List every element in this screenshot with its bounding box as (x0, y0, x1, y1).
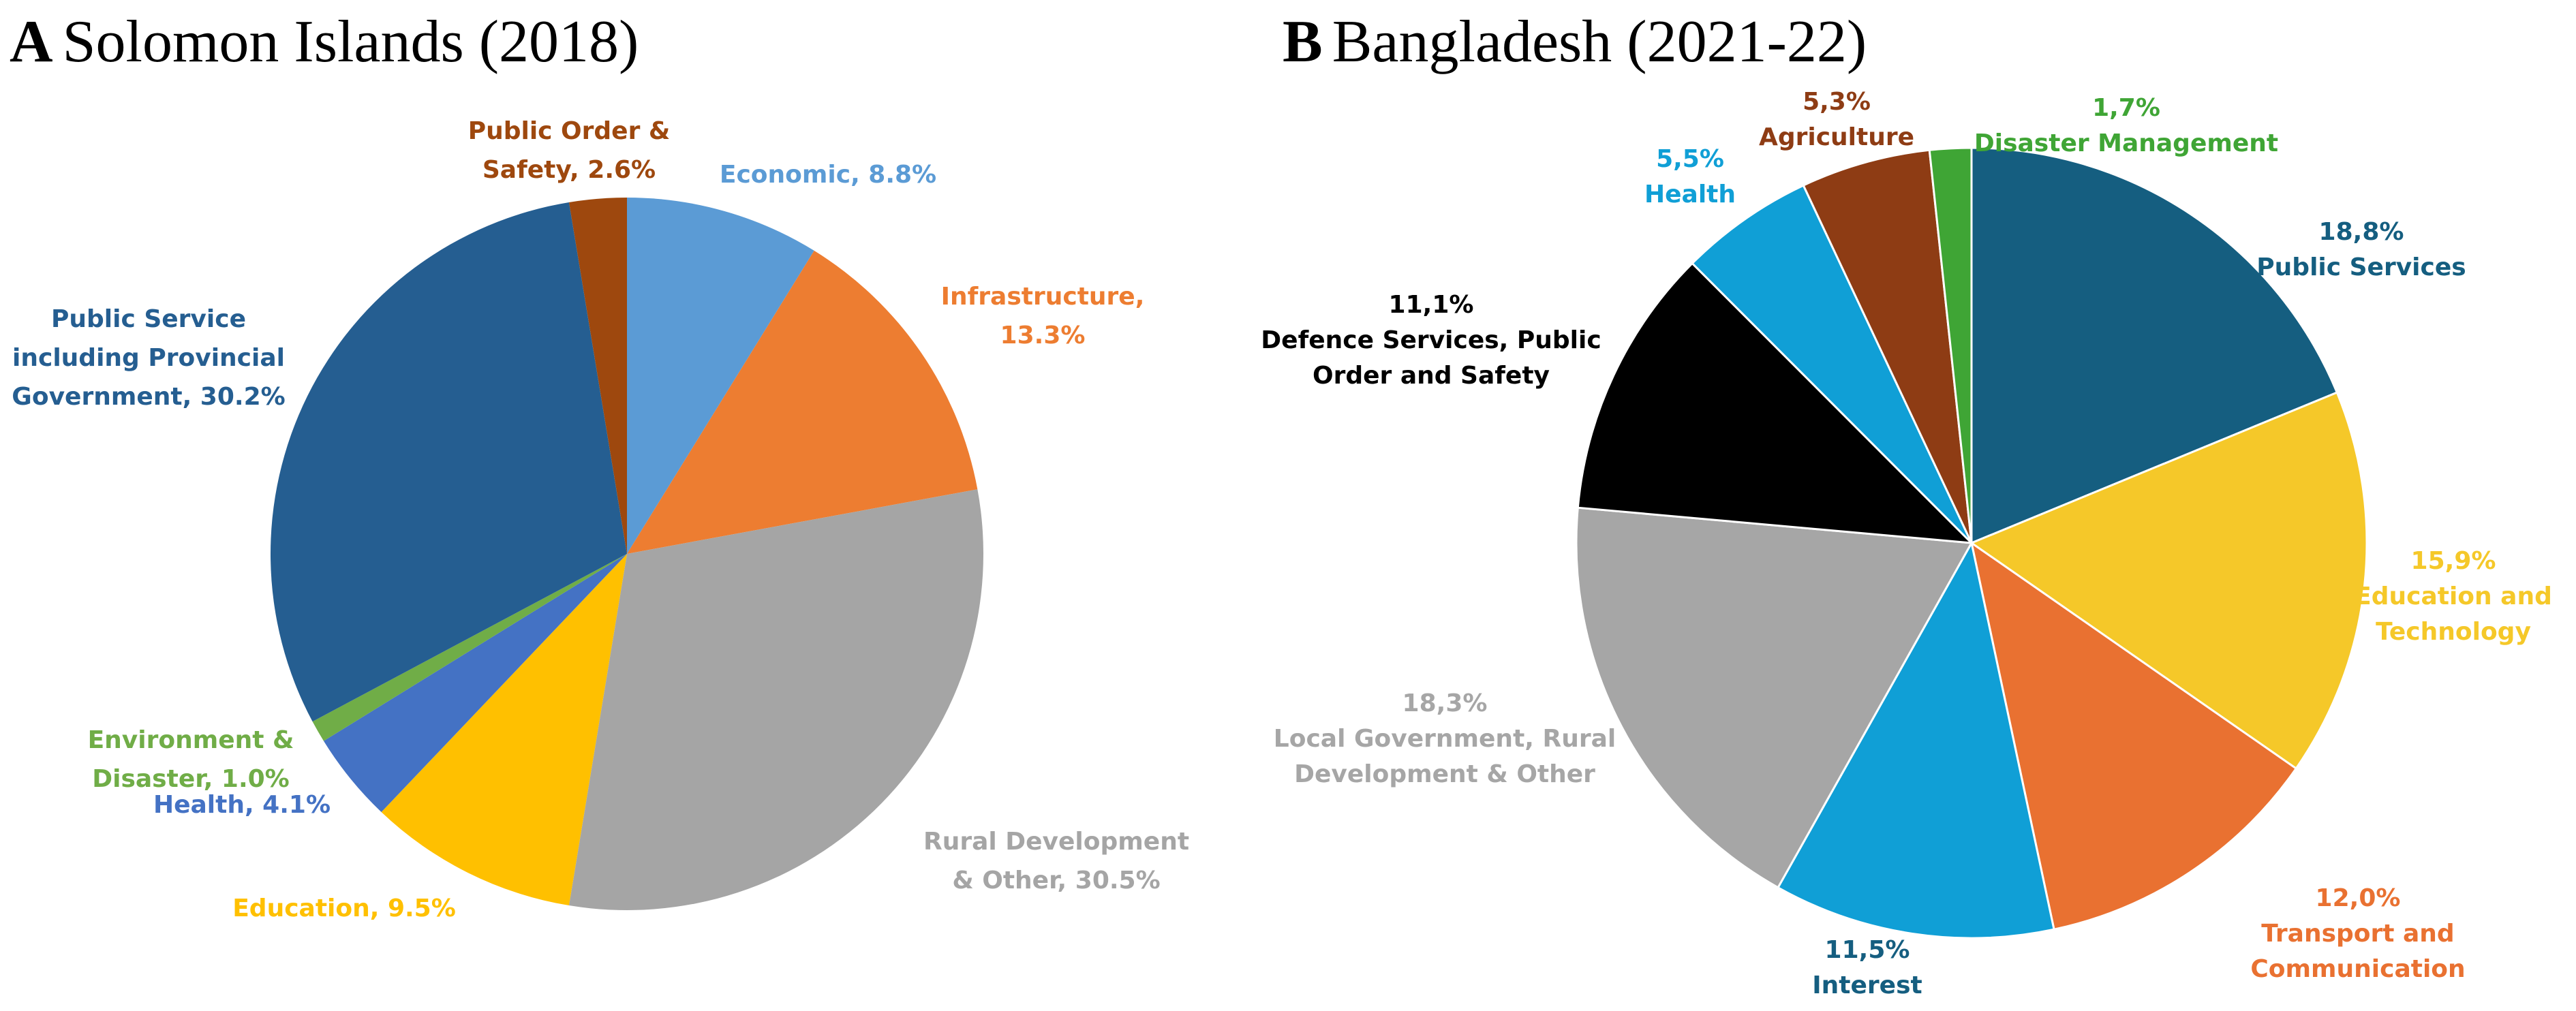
data-label-transport-and-communication: 12,0% Transport and Communication (2250, 884, 2465, 983)
pie-slice-infrastructure (627, 250, 978, 554)
panel-a-heading: A Solomon Islands (2018) (10, 9, 639, 75)
pie-slice-public-order-safety (568, 198, 627, 554)
data-label-education: Education, 9.5% (232, 895, 456, 922)
pie-slice-environment-disaster (312, 554, 627, 741)
pie-slice-defence-services-public-order-and-safety (1576, 262, 1974, 544)
data-label-health: 5,5% Health (1644, 145, 1736, 208)
pie-chart-solomon-islands (270, 198, 983, 911)
data-label-rural-development-other: Rural Development & Other, 30.5% (923, 828, 1189, 895)
panel-a-title: Solomon Islands (2018) (63, 9, 639, 75)
pie-slice-education (381, 554, 627, 906)
pie-slice-health (1691, 184, 1973, 544)
data-label-agriculture: 5,3% Agriculture (1759, 88, 1914, 151)
pie-slice-local-government-rural-development-other (1575, 506, 1974, 889)
data-label-public-services: 18,8% Public Services (2256, 218, 2466, 281)
panel-b-heading: B Bangladesh (2021-22) (1283, 9, 1867, 75)
pie-slice-education-and-technology (1969, 391, 2368, 771)
pie-slice-transport-and-communication (1969, 540, 2298, 931)
pie-slice-health (323, 554, 627, 812)
data-label-health: Health, 4.1% (153, 791, 331, 819)
pie-chart-bangladesh (1575, 146, 2368, 939)
data-label-public-service-including-provincial-government: Public Service including Provincial Govern… (12, 305, 285, 411)
data-label-economic: Economic, 8.8% (720, 161, 936, 189)
labels-solomon-islands: Economic, 8.8% Infrastructure, 13.3% Rural … (12, 117, 1189, 922)
pie-slice-agriculture (1802, 149, 1973, 544)
labels-bangladesh: 18,8% Public Services 15,9% Education and Te… (1261, 88, 2552, 999)
data-label-environment-disaster: Environment & Disaster, 1.0% (88, 726, 294, 793)
data-label-infrastructure: Infrastructure, 13.3% (941, 283, 1145, 349)
pie-slice-interest (1777, 540, 2055, 939)
data-label-interest: 11,5% Interest (1812, 936, 1922, 999)
data-label-defence-services-public-order-and-safety: 11,1% Defence Services, Public Order and S… (1261, 291, 1601, 390)
pie-slice-public-service-including-provincial-government (270, 202, 627, 722)
panel-b-title: Bangladesh (2021-22) (1332, 9, 1867, 75)
data-label-education-and-technology: 15,9% Education and Technology (2355, 547, 2552, 646)
data-label-local-government-rural-development-other: 18,3% Local Government, Rural Development … (1274, 689, 1616, 788)
pie-slice-disaster-management (1928, 146, 1973, 544)
data-label-public-order-safety: Public Order & Safety, 2.6% (468, 117, 671, 184)
pie-slice-rural-development-other (568, 489, 983, 911)
pie-slice-public-services (1970, 146, 2339, 545)
data-label-disaster-management: 1,7% Disaster Management (1974, 94, 2278, 157)
panel-a-letter: A (10, 9, 53, 75)
panel-b-letter: B (1283, 9, 1323, 75)
pie-slice-economic (627, 198, 814, 554)
